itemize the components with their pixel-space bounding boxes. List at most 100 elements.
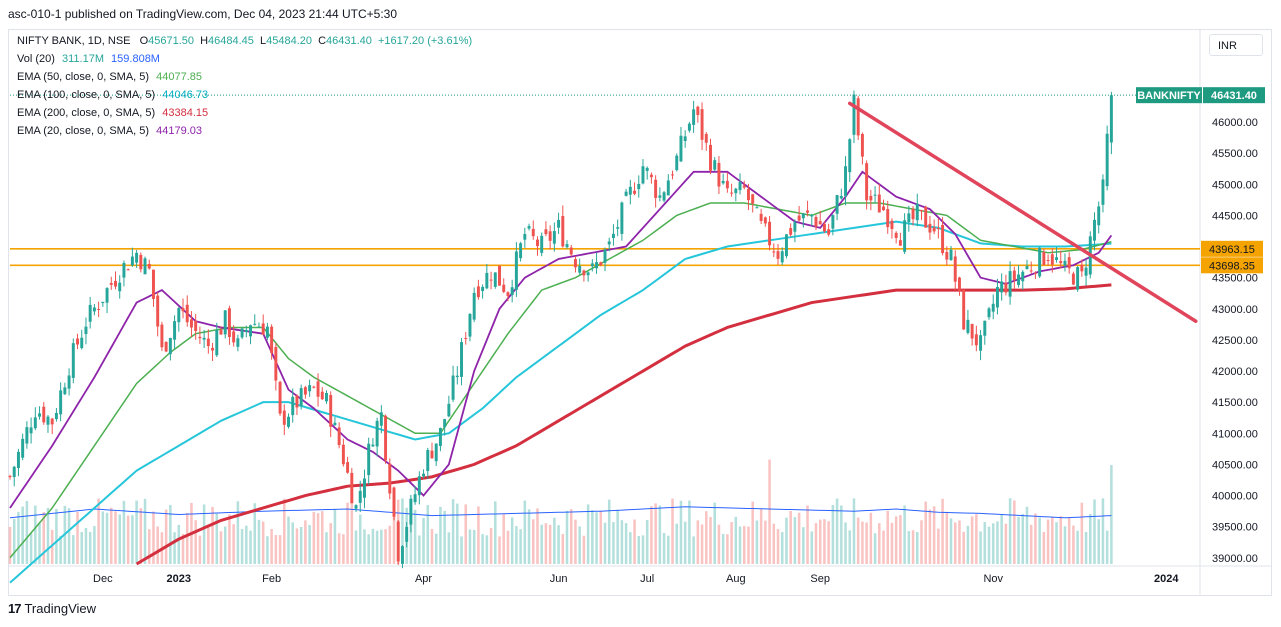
candle-body [936, 228, 940, 230]
volume-bar [143, 498, 147, 564]
volume-bar [975, 514, 978, 564]
candle-body [831, 215, 835, 229]
volume-bar [1013, 500, 1016, 564]
volume-bar [240, 529, 244, 564]
currency-button[interactable]: INR [1209, 34, 1263, 56]
volume-bar [751, 501, 754, 564]
volume-bar [409, 501, 413, 564]
volume-bar [464, 504, 468, 564]
volume-bar [742, 526, 746, 564]
volume-bar [1034, 513, 1037, 564]
volume-bar [869, 512, 873, 564]
volume-bar [1080, 502, 1084, 564]
volume-bar [266, 536, 269, 564]
candle-body [1076, 267, 1080, 290]
volume-bar [797, 512, 801, 564]
candle-body [1021, 271, 1025, 282]
candle-body [337, 427, 341, 446]
volume-bar [274, 535, 278, 564]
candle-body [578, 265, 582, 273]
candle-body [33, 417, 37, 429]
volume-bar [595, 512, 598, 564]
volume-bar [118, 514, 121, 564]
candle-body [582, 270, 586, 276]
volume-bar [312, 511, 316, 564]
candle-body [139, 254, 143, 270]
candle-body [1008, 271, 1012, 297]
volume-bar [616, 509, 619, 564]
volume-bar [629, 532, 632, 564]
candle-body [797, 215, 801, 221]
candle-body [135, 252, 139, 263]
y-tick-label: 40000.00 [1212, 491, 1258, 503]
candle-body [130, 256, 134, 266]
candle-body [616, 227, 620, 229]
y-tick-label: 44500.00 [1212, 210, 1258, 222]
volume-bar [1008, 498, 1012, 564]
candle-body [974, 334, 978, 346]
volume-bar [321, 511, 324, 564]
candle-body [21, 438, 25, 458]
volume-bar [911, 530, 915, 564]
y-tick-label: 46000.00 [1212, 117, 1258, 129]
legend-volume: Vol (20) 311.17M 159.808M [17, 53, 160, 65]
candle-body [147, 263, 151, 269]
candle-body [1059, 261, 1063, 264]
x-tick-label: Apr [415, 573, 432, 585]
candle-body [189, 319, 193, 328]
candle-body [903, 220, 907, 252]
candle-body [181, 308, 185, 312]
candle-body [1084, 267, 1088, 276]
legend-ema20: EMA (20, close, 0, SMA, 5) 44179.03 [17, 125, 202, 137]
candle-body [865, 163, 869, 201]
candle-body [202, 337, 206, 340]
candle-body [1004, 283, 1008, 293]
volume-bar [561, 534, 565, 564]
candle-body [734, 188, 738, 194]
volume-bar [1097, 519, 1100, 564]
candle-body [29, 427, 33, 434]
publish-info: asc-010-1 published on TradingView.com, … [8, 7, 398, 21]
volume-bar [844, 522, 847, 564]
legend-ema50-label: EMA (50, close, 0, SMA, 5) [17, 71, 150, 83]
candle-body [611, 233, 615, 239]
volume-bar [1072, 525, 1075, 564]
candle-body [46, 416, 50, 425]
volume-bar [865, 522, 868, 564]
volume-bar [840, 505, 843, 564]
volume-bar [278, 535, 282, 564]
volume-bar [8, 526, 12, 564]
candle-body [898, 240, 902, 246]
volume-bar [418, 535, 421, 564]
candle-body [1029, 270, 1033, 272]
candle-body [725, 180, 729, 189]
volume-bar [873, 533, 877, 564]
x-tick-label: Nov [983, 573, 1003, 585]
legend-main: NIFTY BANK, 1D, NSE O45671.50 H46484.45 … [17, 35, 472, 47]
volume-bar [1059, 516, 1063, 564]
volume-bar [1055, 522, 1058, 564]
candle-body [1093, 219, 1096, 241]
candle-body [882, 206, 885, 211]
y-tick-label: 42500.00 [1212, 335, 1258, 347]
candle-body [63, 387, 67, 395]
volume-bar [472, 529, 476, 564]
volume-bar [152, 511, 155, 564]
candle-body [844, 166, 848, 197]
volume-bar [578, 526, 581, 564]
candle-body [721, 180, 725, 184]
candle-body [1080, 264, 1084, 272]
volume-bar [261, 521, 265, 564]
volume-bar [603, 522, 607, 564]
candle-body [645, 167, 649, 171]
legend-h-label: H [200, 35, 209, 47]
candle-body [1055, 257, 1059, 260]
volume-bar [21, 506, 24, 564]
candle-body [755, 207, 759, 209]
volume-bar [17, 511, 20, 564]
volume-bar [692, 536, 695, 564]
candle-body [388, 463, 392, 494]
volume-bar [553, 517, 556, 564]
candle-body [1038, 247, 1042, 277]
